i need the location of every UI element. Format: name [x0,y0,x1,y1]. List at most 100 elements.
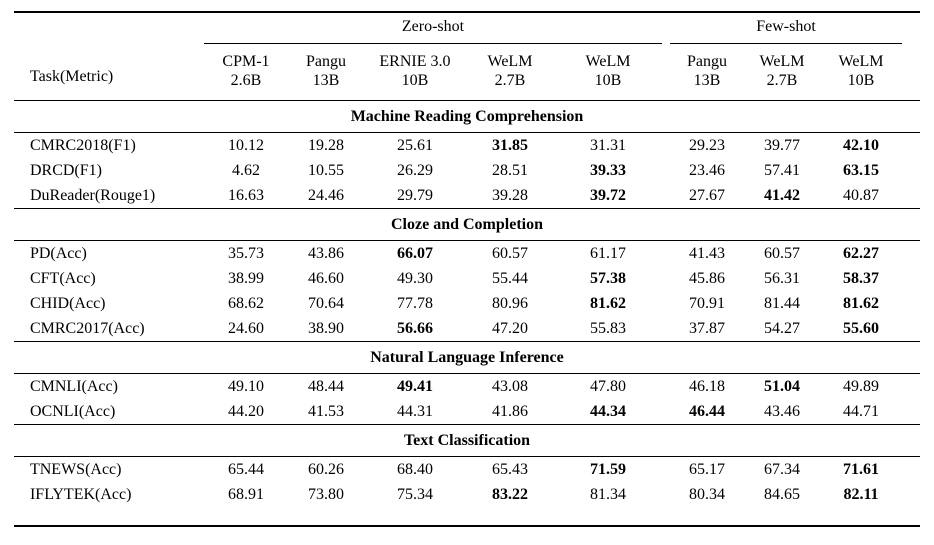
value-cell: 82.11 [843,486,879,503]
table-row: CFT(Acc) 38.99 46.60 49.30 55.44 57.38 45.86 56… [14,266,920,291]
results-table: Zero-shot Few-shot Task(Metric) CPM-1 2.6B Pa… [13,11,921,527]
value-cell: 84.65 [763,486,800,503]
value-cell: 28.51 [491,162,528,179]
model-header-row: Task(Metric) CPM-1 2.6B Pangu 13B ERNIE 3.0 10… [14,44,920,101]
value-cell: 37.87 [688,320,725,337]
model-size: 2.7B [494,72,526,89]
model-size: 10B [594,72,622,89]
value-cell: 24.60 [227,320,264,337]
value-cell: 46.18 [688,378,725,395]
value-cell: 71.59 [589,461,626,478]
section-header-row: Text Classification [13,424,921,457]
value-cell: 83.22 [491,486,528,503]
model-column-header: Pangu 13B [288,44,364,101]
model-size: 13B [693,72,721,89]
value-cell: 10.55 [307,162,344,179]
value-cell: 70.91 [688,295,725,312]
corner-spacer [14,12,204,44]
group-gap-cell [662,399,670,425]
edge-pad-cell [902,158,920,183]
value-cell: 35.73 [227,245,264,262]
model-name: Pangu [686,53,727,70]
value-cell: 43.08 [491,378,528,395]
group-gap-cell [662,374,670,400]
value-cell: 39.77 [763,137,800,154]
model-name: WeLM [759,53,805,70]
value-cell: 27.67 [688,187,725,204]
group-gap-cell [662,158,670,183]
value-cell: 67.34 [763,461,800,478]
value-cell: 44.31 [396,403,433,420]
value-cell: 71.61 [843,461,879,478]
edge-pad-cell [902,399,920,425]
table-body: Machine Reading Comprehension CMRC2018(F1… [13,100,921,527]
model-name: WeLM [487,53,533,70]
value-cell: 38.90 [307,320,344,337]
value-cell: 23.46 [688,162,725,179]
value-cell: 80.96 [491,295,528,312]
edge-pad-cell [902,457,920,483]
model-name: WeLM [585,53,631,70]
section-title: Text Classification [13,424,921,457]
task-cell: CMRC2017(Acc) [29,320,145,337]
value-cell: 49.30 [396,270,433,287]
edge-pad-cell [902,316,920,342]
model-column-header: WeLM 10B [554,44,662,101]
task-cell: CHID(Acc) [29,295,106,312]
value-cell: 60.26 [307,461,344,478]
value-cell: 81.62 [843,295,879,312]
task-cell: OCNLI(Acc) [29,403,116,420]
table-header: Zero-shot Few-shot Task(Metric) CPM-1 2.6B Pa… [14,12,920,101]
value-cell: 66.07 [396,245,433,262]
value-cell: 31.85 [491,137,528,154]
model-name: Pangu [305,53,346,70]
value-cell: 41.43 [688,245,725,262]
value-cell: 45.86 [688,270,725,287]
value-cell: 46.60 [307,270,344,287]
model-column-header: WeLM 2.7B [466,44,554,101]
edge-pad-cell [902,44,920,101]
value-cell: 81.44 [763,295,800,312]
table-row: TNEWS(Acc) 65.44 60.26 68.40 65.43 71.59 65.17… [14,457,920,483]
model-size: 10B [847,72,875,89]
value-cell: 47.20 [491,320,528,337]
section-header-row: Machine Reading Comprehension [13,100,921,133]
value-cell: 60.57 [491,245,528,262]
model-name: CPM-1 [222,53,270,70]
value-cell: 48.44 [307,378,344,395]
task-cell: DuReader(Rouge1) [29,187,156,204]
value-cell: 43.86 [307,245,344,262]
value-cell: 80.34 [688,486,725,503]
value-cell: 62.27 [843,245,879,262]
group-gap-cell [662,291,670,316]
table-row: OCNLI(Acc) 44.20 41.53 44.31 41.86 44.34 46.44… [14,399,920,425]
table-row: PD(Acc) 35.73 43.86 66.07 60.57 61.17 41.43 60.… [14,241,920,267]
value-cell: 55.60 [843,320,879,337]
edge-pad-cell [902,12,920,44]
group-gap-cell [662,266,670,291]
group-gap-cell [662,133,670,159]
value-cell: 65.17 [688,461,725,478]
table-row: DRCD(F1) 4.62 10.55 26.29 28.51 39.33 23.46 57.… [14,158,920,183]
group-gap-cell [662,457,670,483]
edge-pad-cell [902,291,920,316]
value-cell: 55.83 [589,320,626,337]
value-cell: 40.87 [843,187,879,204]
value-cell: 24.46 [307,187,344,204]
model-size: 13B [312,72,340,89]
table-row: CMRC2017(Acc) 24.60 38.90 56.66 47.20 55.83 37… [14,316,920,342]
section-title: Machine Reading Comprehension [13,100,921,133]
model-size: 2.7B [766,72,798,89]
table-row: CHID(Acc) 68.62 70.64 77.78 80.96 81.62 70.91 8… [14,291,920,316]
value-cell: 25.61 [396,137,433,154]
value-cell: 39.33 [589,162,626,179]
task-cell: DRCD(F1) [29,162,102,179]
task-cell: IFLYTEK(Acc) [29,486,132,503]
value-cell: 29.23 [688,137,725,154]
value-cell: 55.44 [491,270,528,287]
value-cell: 56.31 [763,270,800,287]
model-column-header: Pangu 13B [670,44,744,101]
table-row: IFLYTEK(Acc) 68.91 73.80 75.34 83.22 81.34 80.… [14,482,920,526]
group-gap-cell [662,12,670,44]
